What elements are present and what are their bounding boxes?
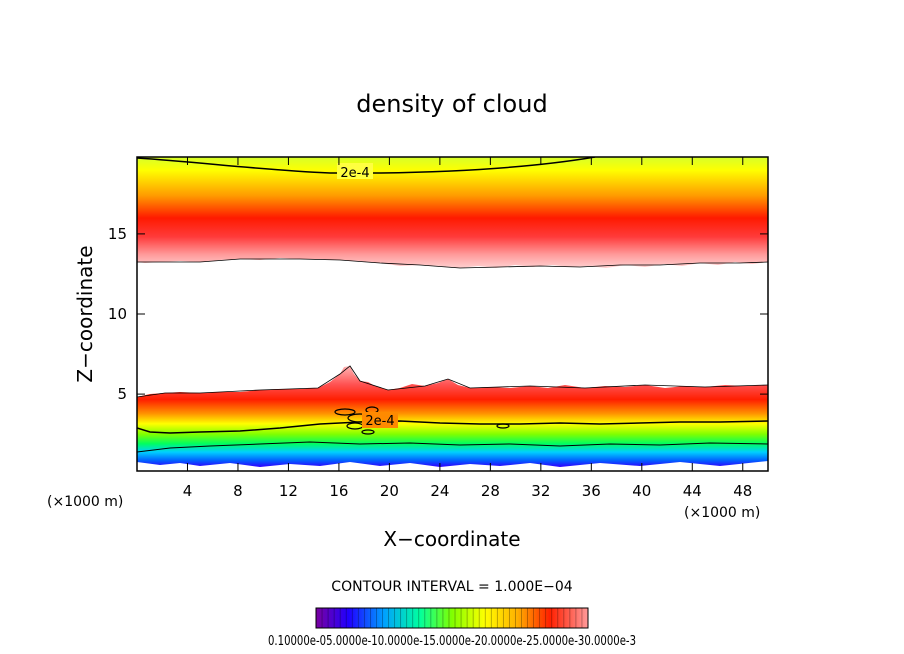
y-axis: 5 10 15 xyxy=(108,225,768,403)
lower-layer-edge xyxy=(137,365,768,398)
y-tick-label: 15 xyxy=(108,225,127,243)
x-tick-label: 4 xyxy=(183,482,193,500)
x-tick-label: 32 xyxy=(531,482,550,500)
y-tick-label: 10 xyxy=(108,305,127,323)
x-tick-label: 16 xyxy=(329,482,348,500)
x-tick-label: 36 xyxy=(582,482,601,500)
x-unit-right: (×1000 m) xyxy=(684,505,760,521)
lower-contour-label: 2e-4 xyxy=(365,414,394,429)
x-tick-label: 24 xyxy=(430,482,449,500)
y-axis-label: Z−coordinate xyxy=(73,245,97,382)
upper-contour-label: 2e-4 xyxy=(340,166,369,181)
x-tick-label: 40 xyxy=(632,482,651,500)
x-tick-label: 12 xyxy=(279,482,298,500)
x-tick-label: 20 xyxy=(380,482,399,500)
upper-cloud-layer xyxy=(137,157,768,268)
upper-layer-edge xyxy=(137,258,768,269)
x-tick-label: 44 xyxy=(683,482,702,500)
x-tick-label: 28 xyxy=(481,482,500,500)
x-tick-label: 48 xyxy=(733,482,752,500)
y-tick-label: 5 xyxy=(117,385,127,403)
x-tick-label: 8 xyxy=(233,482,243,500)
upper-contour-line xyxy=(137,157,596,174)
x-axis-label: X−coordinate xyxy=(383,527,520,551)
colorbar-labels: 0.10000e-05.0000e-10.0000e-15.0000e-20.0… xyxy=(268,634,636,649)
lower-cloud-layer xyxy=(137,366,768,471)
lower-contour-line xyxy=(137,420,768,434)
heatmap-field: 2e-4 2e-4 xyxy=(137,157,768,471)
chart-title: density of cloud xyxy=(356,90,547,118)
x-axis: 4 8 12 16 20 24 28 32 36 40 44 48 xyxy=(183,157,752,500)
x-unit-left: (×1000 m) xyxy=(47,494,123,510)
colorbar xyxy=(315,607,589,629)
contour-interval-text: CONTOUR INTERVAL = 1.000E−04 xyxy=(331,579,572,595)
